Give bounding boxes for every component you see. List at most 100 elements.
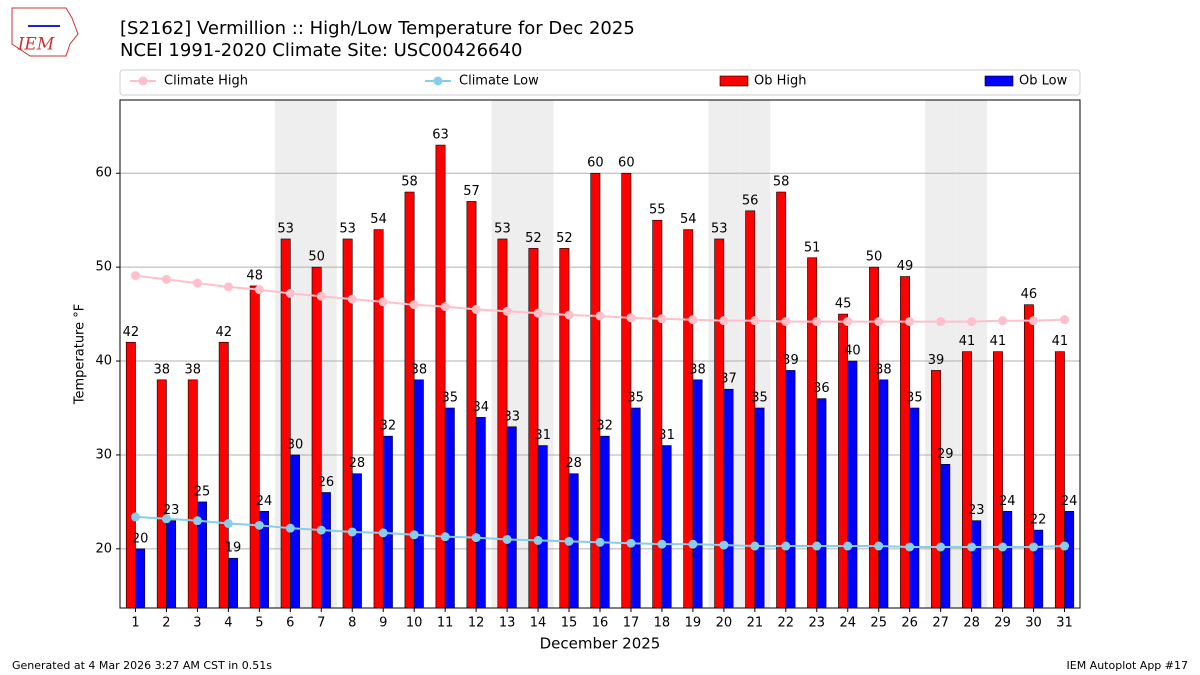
bar [135, 548, 146, 609]
marker [967, 317, 977, 327]
value-label: 50 [866, 250, 883, 265]
x-tick-label: 9 [379, 616, 387, 631]
value-label: 19 [225, 541, 242, 556]
value-label: 32 [380, 419, 397, 434]
value-label: 63 [432, 128, 449, 143]
value-label: 39 [928, 353, 945, 368]
marker [905, 317, 915, 327]
bar [652, 219, 663, 609]
value-label: 28 [565, 456, 582, 471]
value-label: 51 [804, 240, 821, 255]
bar [1023, 304, 1034, 609]
x-tick-label: 31 [1056, 616, 1073, 631]
marker [595, 311, 605, 321]
value-label: 26 [318, 475, 335, 490]
value-label: 58 [401, 175, 418, 190]
value-label: 42 [215, 325, 232, 340]
marker [781, 317, 791, 327]
marker [409, 530, 419, 540]
bar [683, 229, 694, 609]
bar [382, 435, 393, 609]
value-label: 37 [720, 372, 737, 387]
marker [564, 536, 574, 546]
bar [125, 341, 136, 609]
value-label: 49 [897, 259, 914, 274]
bar [909, 407, 920, 609]
marker [719, 316, 729, 326]
value-label: 54 [370, 212, 387, 227]
bar [559, 248, 570, 609]
marker [378, 297, 388, 307]
x-axis-label: December 2025 [540, 635, 661, 653]
x-tick-label: 27 [932, 616, 949, 631]
legend-label: Climate Low [459, 74, 539, 89]
marker [161, 274, 171, 284]
value-label: 35 [627, 390, 644, 405]
value-label: 25 [194, 484, 211, 499]
marker [533, 535, 543, 545]
value-label: 40 [844, 344, 861, 359]
bar [166, 520, 177, 609]
value-label: 42 [123, 325, 140, 340]
y-tick-label: 30 [95, 447, 112, 462]
value-label: 50 [308, 250, 325, 265]
marker [1029, 542, 1039, 552]
value-label: 57 [463, 184, 480, 199]
marker [316, 525, 326, 535]
bar [692, 379, 703, 609]
marker [719, 540, 729, 550]
value-label: 28 [349, 456, 366, 471]
x-tick-label: 11 [437, 616, 454, 631]
bar [900, 276, 910, 609]
bar [404, 191, 415, 609]
marker [347, 294, 357, 304]
value-label: 35 [906, 390, 923, 405]
value-label: 52 [556, 231, 573, 246]
marker [998, 542, 1008, 552]
value-label: 60 [587, 156, 604, 171]
marker [688, 539, 698, 549]
x-tick-label: 19 [685, 616, 702, 631]
marker [254, 285, 264, 295]
marker [843, 317, 853, 327]
marker [409, 300, 419, 310]
marker [192, 278, 202, 288]
bar [444, 407, 455, 609]
marker [936, 317, 946, 327]
bar [630, 407, 641, 609]
bar [971, 520, 982, 609]
marker [812, 541, 822, 551]
marker [223, 518, 233, 528]
bar [940, 464, 951, 609]
marker [626, 313, 636, 323]
x-tick-label: 23 [809, 616, 826, 631]
legend-label: Climate High [164, 74, 248, 89]
bar [1002, 510, 1013, 609]
x-tick-label: 20 [716, 616, 733, 631]
legend-swatch [719, 75, 749, 87]
legend-label: Ob High [754, 74, 807, 89]
marker [626, 538, 636, 548]
bar [807, 257, 818, 609]
marker [688, 315, 698, 325]
x-tick-label: 28 [963, 616, 980, 631]
marker [285, 523, 295, 533]
x-tick-label: 16 [592, 616, 609, 631]
value-label: 60 [618, 156, 635, 171]
marker [967, 542, 977, 552]
bar [785, 370, 796, 609]
x-tick-label: 14 [530, 616, 547, 631]
bar [311, 266, 322, 609]
marker [1029, 316, 1039, 326]
marker [812, 317, 822, 327]
footer-right: IEM Autoplot App #17 [1067, 659, 1189, 672]
y-tick-label: 20 [95, 541, 112, 556]
marker [750, 541, 760, 551]
value-label: 24 [999, 494, 1016, 509]
value-label: 29 [937, 447, 954, 462]
marker [874, 541, 884, 551]
bar [847, 360, 858, 609]
bar [249, 285, 260, 609]
x-tick-label: 17 [623, 616, 640, 631]
logo: IEM [11, 7, 79, 57]
